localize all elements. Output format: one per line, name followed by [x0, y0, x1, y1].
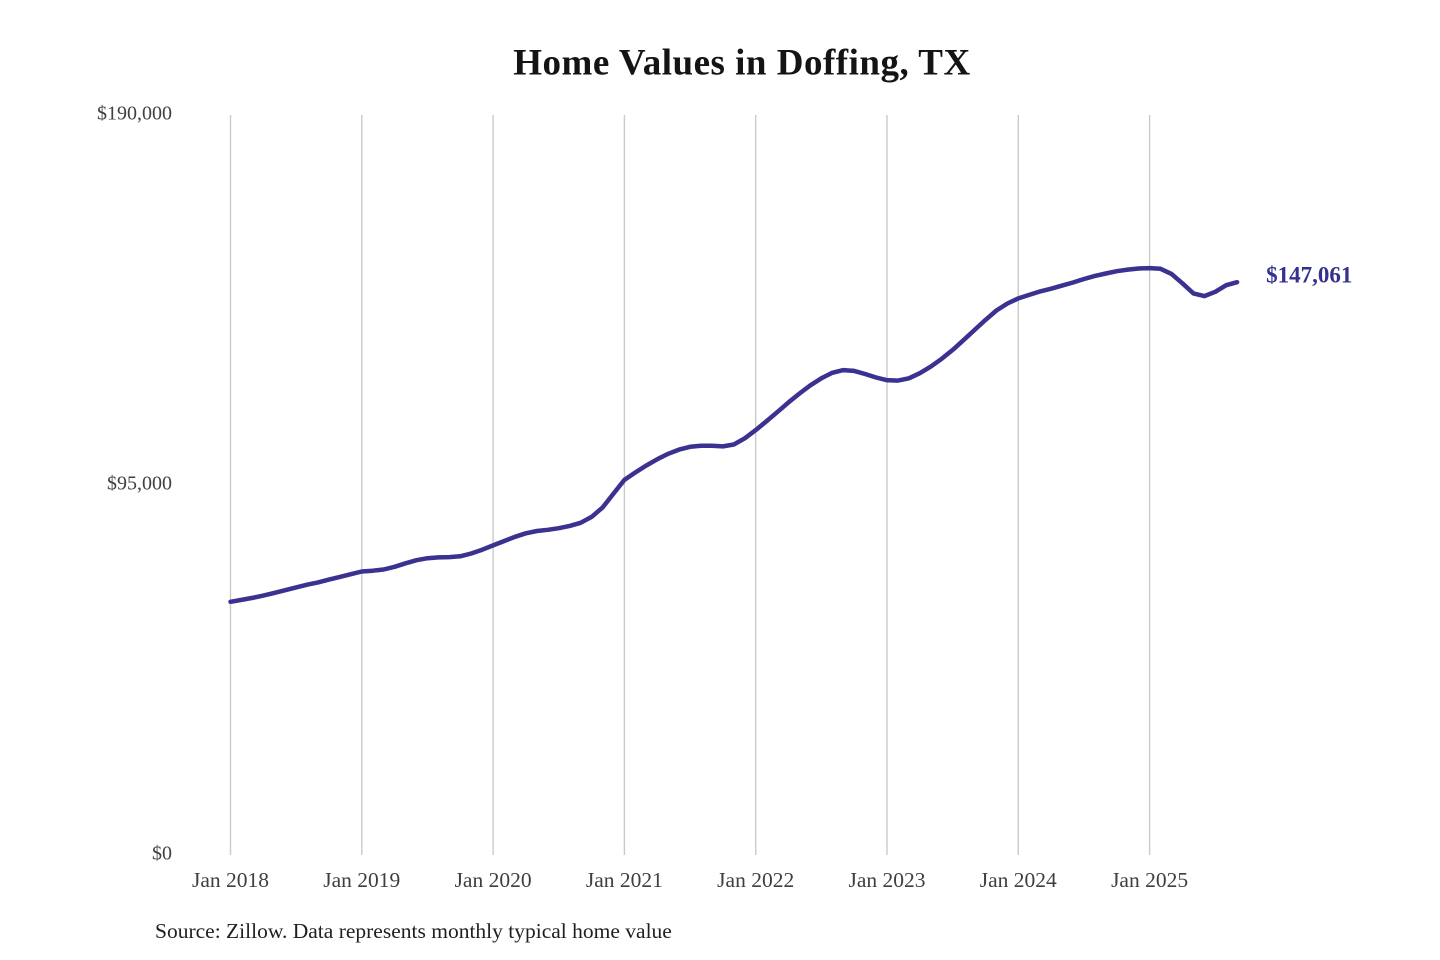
x-tick-label-jan-2019: Jan 2019 — [323, 868, 400, 892]
y-tick-label-0: $0 — [152, 843, 172, 865]
chart-title: Home Values in Doffing, TX — [513, 42, 970, 83]
x-tick-label-jan-2021: Jan 2021 — [586, 868, 663, 892]
y-tick-label-95000: $95,000 — [107, 473, 172, 495]
home-value-series-line — [228, 265, 1240, 605]
source-note: Source: Zillow. Data represents monthly … — [155, 919, 672, 943]
y-tick-label-190000: $190,000 — [97, 103, 172, 125]
x-tick-label-jan-2022: Jan 2022 — [717, 868, 794, 892]
x-axis-tick-labels-group: Jan 2018 Jan 2019 Jan 2020 Jan 2021 Jan 2022… — [192, 868, 1188, 892]
x-tick-label-jan-2025: Jan 2025 — [1111, 868, 1188, 892]
x-tick-label-jan-2020: Jan 2020 — [455, 868, 532, 892]
latest-value-label: $147,061 — [1266, 263, 1352, 288]
x-tick-label-jan-2018: Jan 2018 — [192, 868, 269, 892]
gridlines-group — [229, 115, 1151, 855]
x-tick-label-jan-2023: Jan 2023 — [848, 868, 925, 892]
x-tick-label-jan-2024: Jan 2024 — [980, 868, 1057, 892]
